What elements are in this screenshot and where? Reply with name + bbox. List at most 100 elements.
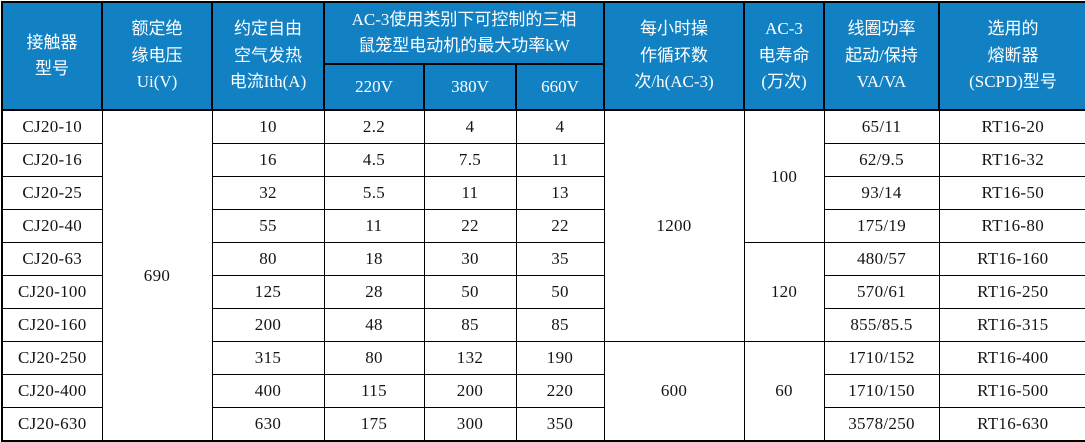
header-ac3-max-power-group: AC-3使用类别下可控制的三相 鼠笼型电动机的最大功率kW [322,1,606,65]
cell-power-380v: 11 [423,176,517,210]
cell-thermal-current: 630 [211,407,325,442]
table-row: CJ20-400 400 115 200 220 1710/150 RT16-500 [1,374,1085,408]
cell-fuse: RT16-160 [938,242,1085,276]
cell-power-220v: 4.5 [323,143,425,177]
cell-ac3-life: 100 [743,109,825,243]
cell-model: CJ20-400 [1,374,103,408]
cell-model: CJ20-16 [1,143,103,177]
cell-power-380v: 22 [423,209,517,243]
table-row: CJ20-63 80 18 30 35 120 480/57 RT16-160 [1,242,1085,342]
cell-power-660v: 22 [515,209,605,243]
cell-fuse: RT16-315 [938,308,1085,342]
cell-coil-power: 570/61 [823,275,940,309]
cell-power-660v: 13 [515,176,605,210]
table-header: 接触器 型号 额定绝 缘电压 Ui(V) 约定自由 空气发热 电流Ith(A) AC-… [1,1,1085,111]
cell-fuse: RT16-500 [938,374,1085,408]
cell-power-380v: 85 [423,308,517,342]
cell-coil-power: 93/14 [823,176,940,210]
cell-power-220v: 80 [323,341,425,375]
cell-power-380v: 50 [423,275,517,309]
header-row-group: 接触器 型号 额定绝 缘电压 Ui(V) 约定自由 空气发热 电流Ith(A) AC-… [1,1,1085,111]
header-row-sub: 220V 380V 660V [2,63,1085,111]
cell-power-380v: 30 [423,242,517,276]
cell-power-660v: 85 [515,308,605,342]
cell-coil-power: 855/85.5 [823,308,940,342]
cell-power-220v: 175 [323,407,425,442]
cell-model: CJ20-630 [1,407,103,442]
cell-cycles-per-hour: 600 [603,341,745,442]
cell-coil-power: 175/19 [823,209,940,243]
cell-fuse: RT16-20 [938,109,1085,144]
cell-coil-power: 480/57 [823,242,940,276]
header-power-220v: 220V [323,63,425,111]
cell-fuse: RT16-400 [938,341,1085,375]
cell-power-380v: 300 [423,407,517,442]
cell-power-660v: 50 [515,275,605,309]
cell-thermal-current: 200 [211,308,325,342]
cell-ac3-life: 120 [743,242,825,342]
cell-thermal-current: 10 [211,109,325,144]
header-model: 接触器 型号 [1,1,103,111]
cell-power-660v: 4 [515,109,605,144]
cell-coil-power: 1710/152 [823,341,940,375]
cell-power-220v: 2.2 [323,109,425,144]
cell-model: CJ20-10 [1,109,103,144]
cell-coil-power: 3578/250 [823,407,940,442]
cell-power-660v: 11 [515,143,605,177]
header-coil-power: 线圈功率 起动/保持 VA/VA [823,1,941,111]
cell-coil-power: 62/9.5 [823,143,940,177]
cell-coil-power: 1710/150 [823,374,940,408]
cell-model: CJ20-40 [1,209,103,243]
table-row: CJ20-10 690 10 2.2 4 4 1200 100 65/11 RT16-20 [1,109,1085,442]
cell-fuse: RT16-250 [938,275,1085,309]
header-cycles-per-hour: 每小时操 作循环数 次/h(AC-3) [603,1,746,111]
cell-power-660v: 190 [515,341,605,375]
cell-cycles-per-hour: 1200 [603,109,745,342]
cell-power-220v: 115 [323,374,425,408]
cell-power-220v: 11 [323,209,425,243]
cell-power-220v: 18 [323,242,425,276]
header-insulation-voltage: 额定绝 缘电压 Ui(V) [101,1,213,111]
cell-fuse: RT16-630 [938,407,1085,442]
header-ac3-life: AC-3 电寿命 (万次) [743,1,826,111]
cell-thermal-current: 55 [211,209,325,243]
cell-power-380v: 200 [423,374,517,408]
header-thermal-current: 约定自由 空气发热 电流Ith(A) [211,1,325,111]
cell-thermal-current: 400 [211,374,325,408]
cell-fuse: RT16-50 [938,176,1085,210]
cell-power-660v: 350 [515,407,605,442]
cell-power-660v: 220 [515,374,605,408]
cell-power-660v: 35 [515,242,605,276]
cell-ac3-life: 60 [743,341,825,442]
cell-thermal-current: 16 [211,143,325,177]
cell-fuse: RT16-32 [938,143,1085,177]
cell-model: CJ20-160 [1,308,103,342]
cell-thermal-current: 80 [211,242,325,276]
table-row: CJ20-16 16 4.5 7.5 11 62/9.5 RT16-32 [1,143,1085,177]
header-power-660v: 660V [514,63,606,111]
cell-thermal-current: 315 [211,341,325,375]
table-row: CJ20-25 32 5.5 11 13 93/14 RT16-50 [1,176,1085,210]
cell-thermal-current: 125 [211,275,325,309]
cell-power-380v: 7.5 [423,143,517,177]
cell-fuse: RT16-80 [938,209,1085,243]
table-row: CJ20-250 315 80 132 190 600 60 1710/152 RT16-400 [1,341,1085,442]
cell-model: CJ20-25 [1,176,103,210]
cell-insulation-voltage: 690 [101,109,213,442]
header-fuse: 选用的 熔断器 (SCPD)型号 [938,1,1085,111]
cell-coil-power: 65/11 [823,109,940,144]
cell-power-380v: 132 [423,341,517,375]
cell-power-220v: 5.5 [323,176,425,210]
header-power-380v: 380V [423,63,517,111]
cell-power-380v: 4 [423,109,517,144]
table-row: CJ20-160 200 48 85 85 855/85.5 RT16-315 [1,308,1085,342]
cell-model: CJ20-63 [1,242,103,276]
table-row: CJ20-630 630 175 300 350 3578/250 RT16-630 [1,407,1085,442]
cell-power-220v: 28 [323,275,425,309]
cell-model: CJ20-250 [1,341,103,375]
cell-thermal-current: 32 [211,176,325,210]
cell-model: CJ20-100 [1,275,103,309]
cell-power-220v: 48 [323,308,425,342]
table-body: CJ20-10 690 10 2.2 4 4 1200 100 65/11 RT16-20 CJ20… [1,109,1085,442]
